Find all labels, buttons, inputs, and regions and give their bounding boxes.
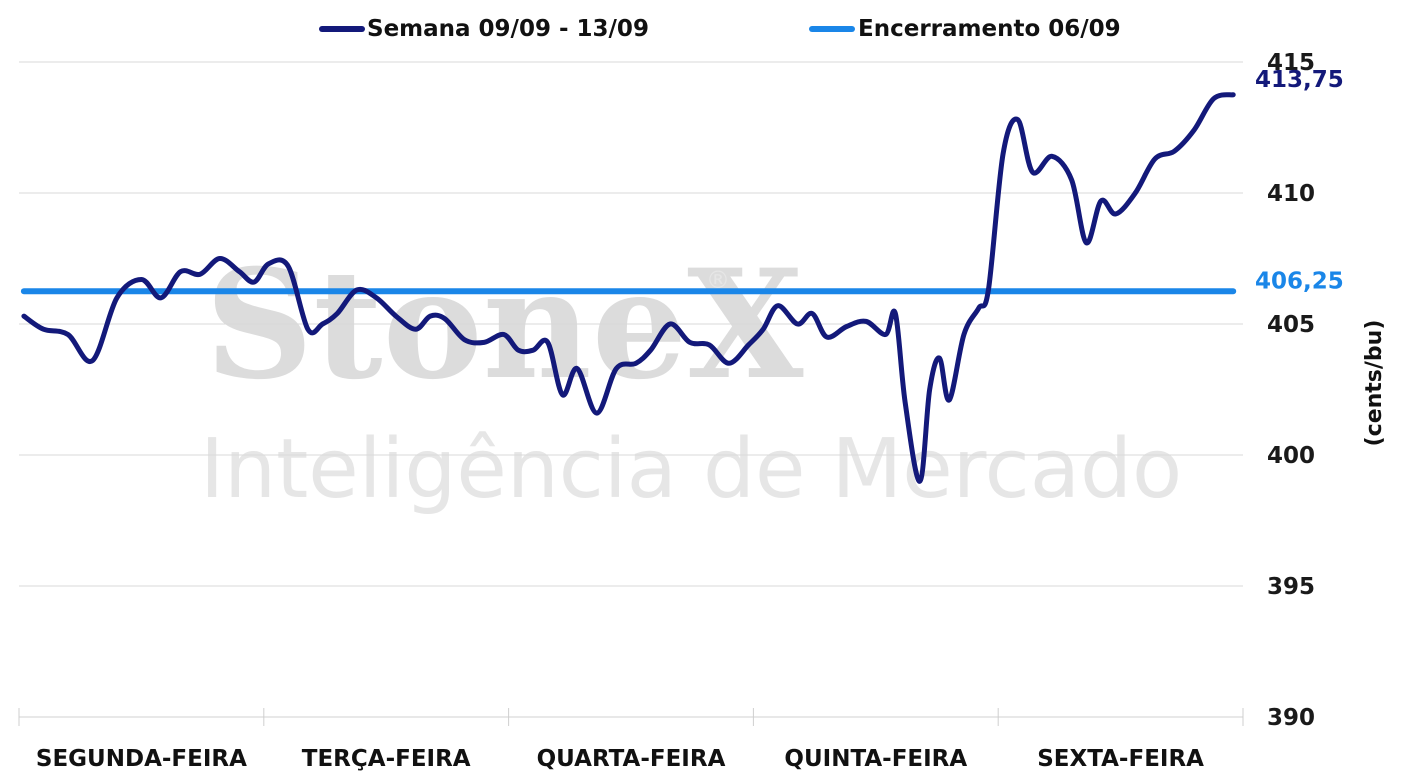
end-label-week: 413,75 bbox=[1255, 67, 1344, 93]
x-category-label: SEGUNDA-FEIRA bbox=[36, 746, 247, 772]
y-tick-label-410: 410 bbox=[1267, 181, 1315, 207]
y-tick-label-400: 400 bbox=[1267, 443, 1315, 469]
y-tick-label-390: 390 bbox=[1267, 705, 1315, 731]
x-category-label: TERÇA-FEIRA bbox=[302, 746, 471, 772]
watermark-brand: StoneX bbox=[205, 237, 804, 413]
legend-label-close: Encerramento 06/09 bbox=[858, 16, 1121, 42]
y-axis: 390 395 400 405 410 415 bbox=[1267, 50, 1315, 731]
series-line-week bbox=[21, 92, 1236, 484]
end-labels: 406,25 413,75 bbox=[1255, 67, 1344, 295]
end-label-close: 406,25 bbox=[1255, 268, 1344, 294]
series-group bbox=[20, 92, 1237, 484]
x-category-label: QUARTA-FEIRA bbox=[537, 746, 726, 772]
watermark: StoneX ® Inteligência de Mercado bbox=[200, 237, 1182, 517]
y-axis-unit-label: (cents/bu) bbox=[1362, 320, 1387, 447]
y-tick-label-405: 405 bbox=[1267, 312, 1315, 338]
y-tick-label-415: 415 bbox=[1267, 50, 1315, 76]
y-tick-label-395: 395 bbox=[1267, 574, 1315, 600]
legend: Semana 09/09 - 13/09 Encerramento 06/09 bbox=[319, 16, 1121, 42]
x-category-label: QUINTA-FEIRA bbox=[784, 746, 967, 772]
watermark-tagline: Inteligência de Mercado bbox=[200, 422, 1182, 517]
legend-label-week: Semana 09/09 - 13/09 bbox=[367, 16, 649, 42]
x-axis: SEGUNDA-FEIRA TERÇA-FEIRA QUARTA-FEIRA QUIN… bbox=[18, 708, 1244, 772]
x-category-label: SEXTA-FEIRA bbox=[1037, 746, 1204, 772]
